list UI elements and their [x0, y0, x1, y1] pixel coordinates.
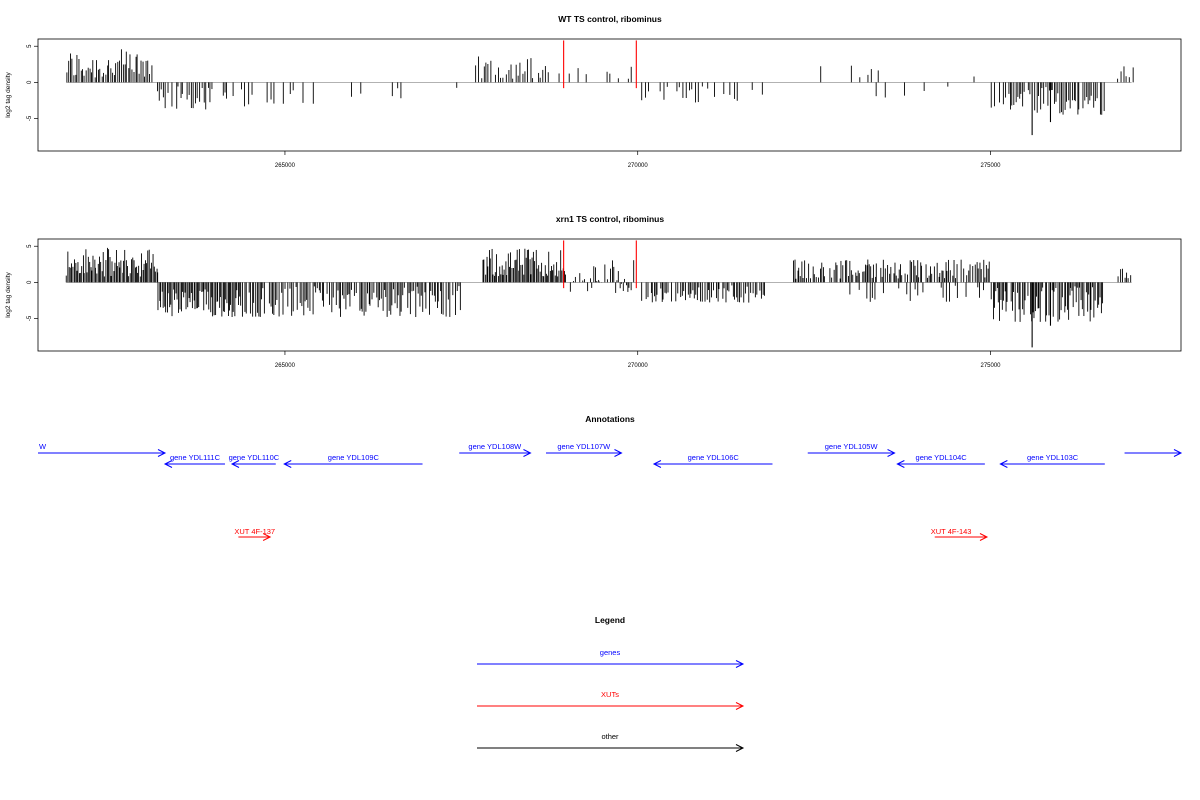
legend-label: other — [601, 732, 619, 741]
gene-label: gene YDL104C — [916, 453, 968, 462]
gene-label: gene YDL111C — [170, 453, 221, 462]
arrow-head — [262, 533, 272, 541]
xut-arrow: XUT 4F-137 — [234, 527, 275, 541]
x-tick-label: 275000 — [980, 163, 1001, 169]
arrow-head — [283, 460, 292, 468]
panel-xrn1-axes: 5 0 -5 265000 270000 275000 — [27, 244, 1001, 369]
arrow-head — [157, 449, 167, 457]
panel-xrn1-frame — [37, 238, 1182, 352]
panel-xrn1-ylabel: log2 tag density — [5, 271, 12, 317]
arrow-head — [979, 533, 989, 541]
gene-label: gene YDL103C — [1027, 453, 1079, 462]
arrow-head — [614, 449, 623, 457]
panel-wt-bars — [66, 40, 1134, 136]
panel-xrn1-title: xrn1 TS control, ribominus — [556, 214, 664, 224]
panel-wt-frame — [37, 38, 1182, 152]
panel-xrn1-bars — [65, 240, 1132, 348]
legend-title: Legend — [595, 615, 625, 625]
gene-label: W — [39, 442, 47, 451]
legend-label: genes — [600, 648, 621, 657]
gene-arrow: gene YDL110C — [229, 453, 280, 468]
arrow-head — [652, 460, 662, 468]
panel-wt: WT TS control, ribominus log2 tag densit… — [5, 14, 1182, 169]
x-tick-label: 265000 — [275, 363, 296, 369]
gene-arrow: gene YDL106C — [652, 453, 773, 468]
gene-arrow — [1124, 449, 1183, 457]
gene-arrow: gene YDL105W — [807, 442, 896, 457]
gene-label: gene YDL109C — [328, 453, 380, 462]
gene-arrow: gene YDL107W — [546, 442, 623, 457]
arrow-head — [163, 460, 173, 468]
y-tick-label: 0 — [27, 80, 33, 84]
arrow-head — [735, 744, 745, 752]
gene-arrow: gene YDL111C — [163, 453, 225, 468]
legend-items: genes XUTs other — [477, 648, 745, 752]
panel-wt-axes: 5 0 -5 265000 270000 275000 — [27, 44, 1001, 169]
arrow-head — [887, 449, 896, 457]
annotations-title: Annotations — [585, 414, 635, 424]
legend-label: XUTs — [601, 690, 619, 699]
y-tick-label: 5 — [27, 44, 33, 48]
x-tick-label: 270000 — [628, 163, 649, 169]
gene-arrow: W — [38, 442, 167, 457]
gene-label: gene YDL107W — [557, 442, 611, 451]
xut-label: XUT 4F-143 — [931, 527, 972, 536]
gene-label: gene YDL108W — [468, 442, 522, 451]
xut-arrows: XUT 4F-137 XUT 4F-143 — [234, 527, 989, 541]
arrow-head — [735, 660, 745, 668]
legend: Legend genes XUTs other — [477, 615, 745, 752]
legend-item-xut: XUTs — [477, 690, 745, 710]
xut-arrow: XUT 4F-143 — [931, 527, 989, 541]
arrow-head — [1173, 449, 1183, 457]
arrow-head — [735, 702, 745, 710]
gene-label: gene YDL110C — [229, 453, 280, 462]
gene-label: gene YDL106C — [688, 453, 740, 462]
y-tick-label: 0 — [27, 280, 33, 284]
panel-xrn1: xrn1 TS control, ribominus log2 tag dens… — [5, 214, 1182, 369]
x-tick-label: 275000 — [980, 363, 1001, 369]
legend-item-other: other — [477, 732, 745, 752]
arrow-head — [999, 460, 1008, 468]
gene-arrow: gene YDL109C — [283, 453, 423, 468]
y-tick-label: -5 — [27, 115, 33, 121]
x-tick-label: 270000 — [628, 363, 649, 369]
arrow-head — [230, 460, 240, 468]
y-tick-label: 5 — [27, 244, 33, 248]
panel-wt-title: WT TS control, ribominus — [558, 14, 662, 24]
arrow-head — [523, 449, 532, 457]
x-tick-label: 265000 — [275, 163, 296, 169]
legend-item-gene: genes — [477, 648, 745, 668]
gene-arrow: gene YDL108W — [459, 442, 532, 457]
panel-wt-ylabel: log2 tag density — [5, 71, 12, 117]
arrow-head — [896, 460, 905, 468]
gene-label: gene YDL105W — [825, 442, 879, 451]
gene-arrow: gene YDL104C — [896, 453, 985, 468]
y-tick-label: -5 — [27, 315, 33, 321]
gene-arrow: gene YDL103C — [999, 453, 1105, 468]
xut-label: XUT 4F-137 — [234, 527, 275, 536]
